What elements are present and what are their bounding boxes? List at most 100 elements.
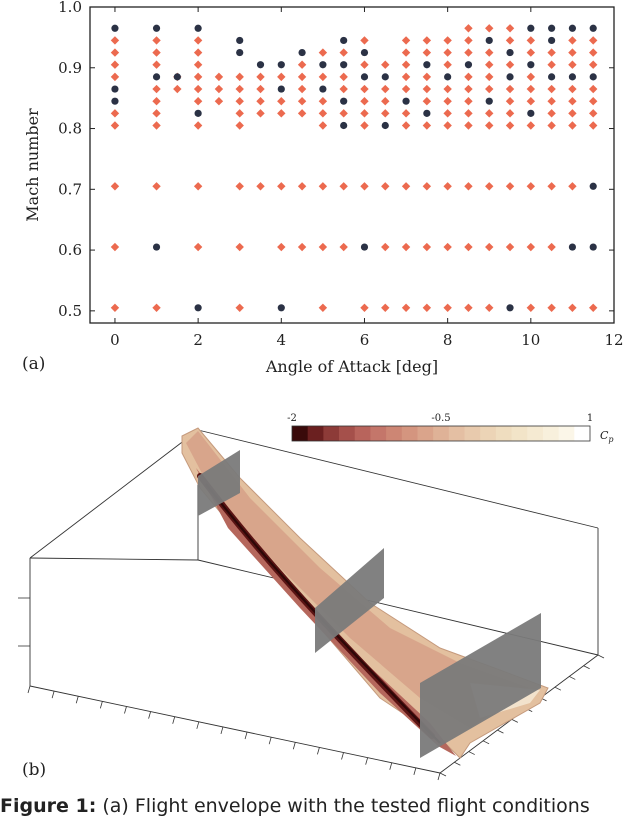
data-point-diamond xyxy=(526,303,536,313)
data-point-diamond xyxy=(464,84,473,94)
data-point-circle xyxy=(277,85,285,93)
data-point-diamond xyxy=(568,303,577,313)
data-point-diamond xyxy=(193,96,203,106)
data-point-diamond xyxy=(318,48,328,57)
data-point-diamond xyxy=(526,242,536,252)
data-point-diamond xyxy=(297,60,307,69)
axis-tick xyxy=(220,726,224,735)
data-point-diamond xyxy=(464,303,473,313)
flight-envelope-scatter: 0 2 4 6 8 10 12 0.5 0.6 0.7 0.8 0.9 1.0 Angle of Atta… xyxy=(23,0,624,376)
data-point-diamond xyxy=(401,48,411,57)
data-point-diamond xyxy=(152,84,161,94)
data-point-diamond xyxy=(464,36,473,45)
data-point-diamond xyxy=(485,72,494,82)
data-point-diamond xyxy=(464,121,473,130)
data-point-diamond xyxy=(152,182,161,191)
axis-tick xyxy=(196,721,200,729)
colorbar-segment xyxy=(417,426,434,441)
data-point-diamond xyxy=(214,96,224,106)
data-point-diamond xyxy=(339,182,348,191)
data-point-circle xyxy=(173,73,181,81)
axis-tick xyxy=(454,761,461,766)
data-point-diamond xyxy=(401,60,411,69)
data-point-diamond xyxy=(401,109,411,118)
data-point-diamond xyxy=(235,109,244,118)
data-point-diamond xyxy=(360,96,369,106)
data-point-circle xyxy=(340,61,348,69)
data-point-diamond xyxy=(547,182,556,191)
data-point-diamond xyxy=(381,109,390,118)
data-point-circle xyxy=(423,109,431,117)
x-tick-label: 0 xyxy=(110,331,120,349)
data-point-diamond xyxy=(401,72,411,82)
data-point-diamond xyxy=(110,72,120,82)
data-point-circle xyxy=(527,109,535,117)
data-point-diamond xyxy=(401,242,411,252)
data-point-circle xyxy=(360,243,369,251)
data-point-diamond xyxy=(277,72,286,82)
data-point-circle xyxy=(568,24,577,32)
data-point-diamond xyxy=(360,36,369,45)
data-point-diamond xyxy=(526,48,536,57)
data-point-diamond xyxy=(464,96,473,106)
data-point-diamond xyxy=(318,242,328,252)
data-point-diamond xyxy=(297,96,307,106)
data-point-diamond xyxy=(547,60,556,69)
data-point-diamond xyxy=(401,182,411,191)
data-point-circle xyxy=(111,97,119,105)
data-point-diamond xyxy=(277,182,286,191)
data-point-diamond xyxy=(193,72,203,82)
colorbar-tick-label: 1 xyxy=(587,413,593,424)
data-point-diamond xyxy=(422,84,432,94)
data-point-diamond xyxy=(110,242,120,252)
data-point-diamond xyxy=(422,121,432,130)
data-point-circle xyxy=(194,24,202,32)
data-point-diamond xyxy=(193,182,203,191)
data-point-circle xyxy=(111,85,119,93)
data-point-diamond xyxy=(547,84,556,94)
data-point-diamond xyxy=(443,84,452,94)
data-point-diamond xyxy=(360,109,369,118)
bounding-box-edge xyxy=(29,557,199,561)
data-point-circle xyxy=(589,243,597,251)
data-point-diamond xyxy=(360,84,369,94)
data-point-diamond xyxy=(505,60,515,69)
colorbar-segment xyxy=(401,426,418,441)
data-point-diamond xyxy=(505,96,515,106)
data-point-diamond xyxy=(485,48,494,57)
axis-tick xyxy=(317,747,320,755)
colorbar-segment xyxy=(323,426,340,441)
axis-tick xyxy=(268,737,272,745)
data-point-diamond xyxy=(297,242,307,252)
axis-tick xyxy=(341,752,344,760)
data-point-diamond xyxy=(152,48,161,57)
data-point-circle xyxy=(360,73,369,81)
caption-text: (a) Flight envelope with the tested flig… xyxy=(96,795,590,817)
data-point-diamond xyxy=(360,303,369,313)
data-point-diamond xyxy=(464,48,473,57)
axis-tick xyxy=(124,706,127,714)
data-point-diamond xyxy=(235,303,244,313)
axis-tick xyxy=(554,686,562,691)
data-point-diamond xyxy=(401,36,411,45)
data-point-diamond xyxy=(568,121,577,130)
data-point-diamond xyxy=(110,48,120,57)
data-point-diamond xyxy=(422,303,432,313)
data-point-circle xyxy=(506,48,514,57)
data-point-circle xyxy=(485,97,493,105)
data-point-diamond xyxy=(422,36,432,45)
data-point-diamond xyxy=(505,24,515,33)
data-point-diamond xyxy=(568,60,577,69)
data-point-diamond xyxy=(214,84,224,94)
colorbar-segment xyxy=(527,426,544,441)
data-point-diamond xyxy=(547,48,556,57)
colorbar-segment xyxy=(386,426,403,441)
data-point-circle xyxy=(152,243,161,251)
data-point-circle xyxy=(506,73,514,81)
data-point-circle xyxy=(277,304,285,312)
axis-tick xyxy=(389,762,393,770)
data-point-diamond xyxy=(318,303,328,313)
data-point-circle xyxy=(527,61,535,69)
colorbar-segment xyxy=(448,426,465,441)
data-point-diamond xyxy=(235,84,244,94)
